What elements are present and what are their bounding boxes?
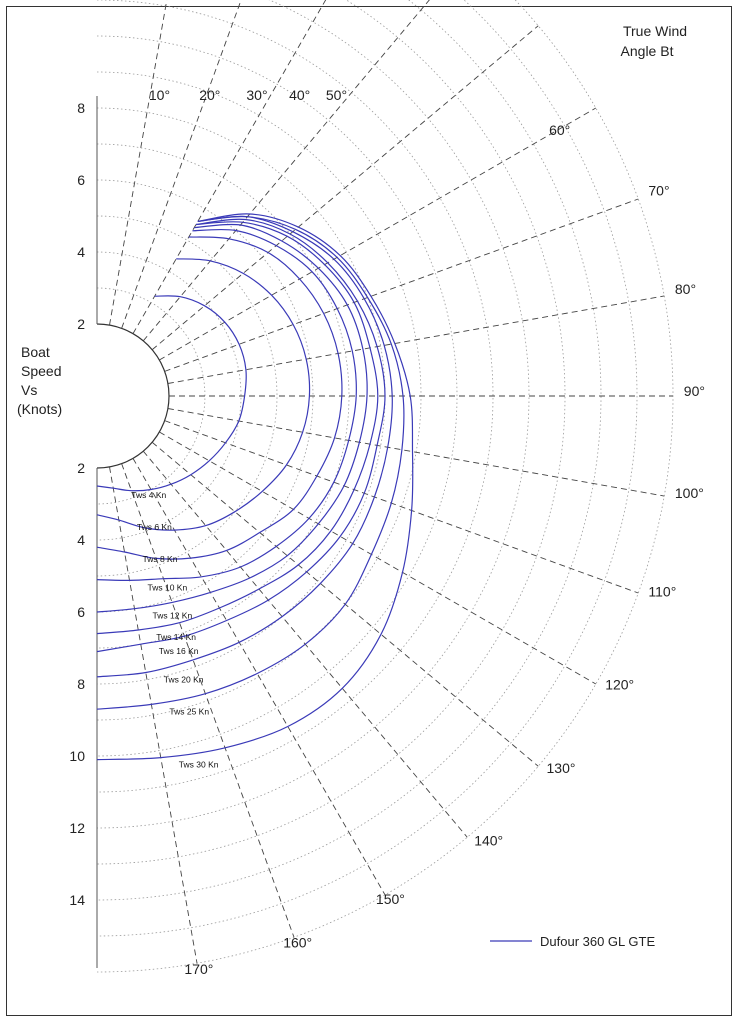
spoke-100 (167, 408, 665, 497)
inner-hub (96, 323, 170, 469)
legend-label: Dufour 360 GL GTE (540, 934, 655, 949)
curve-label-9: Tws 25 Kn (169, 706, 209, 716)
polar-curve-10 (96, 213, 414, 761)
spoke-50 (151, 25, 539, 351)
spoke-10 (109, 0, 168, 326)
angle-label-90: 90° (684, 383, 705, 399)
curve-label-8: Tws 20 Kn (164, 675, 204, 685)
spoke-110 (164, 420, 639, 594)
speed-label-top-6: 6 (77, 172, 85, 188)
speed-label-top-8: 8 (77, 100, 85, 116)
angle-label-20: 20° (199, 87, 220, 103)
curve-label-3: Tws 8 Kn (143, 554, 178, 564)
grid-circle (96, 179, 314, 613)
curve-label-7: Tws 16 Kn (159, 646, 199, 656)
grid-circle (96, 35, 458, 757)
grid-circle (96, 0, 674, 973)
speed-label-bottom-8: 8 (77, 676, 85, 692)
speed-label-bottom-10: 10 (69, 748, 85, 764)
polar-curve-1 (96, 295, 247, 492)
curve-label-1: Tws 4 Kn (131, 490, 166, 500)
speed-label-bottom-2: 2 (77, 460, 85, 476)
grid-circle (96, 251, 242, 541)
polar-curve-4 (96, 228, 357, 582)
radial-axis-title-line2: Speed (21, 363, 61, 379)
angle-label-80: 80° (675, 281, 696, 297)
spoke-20 (121, 0, 242, 329)
speed-label-bottom-6: 6 (77, 604, 85, 620)
angle-label-130: 130° (547, 760, 576, 776)
speed-label-top-4: 4 (77, 244, 85, 260)
spoke-30 (132, 0, 327, 334)
speed-labels: 2 4 6 8 2 4 6 8 10 12 14 (69, 100, 85, 908)
speed-label-bottom-4: 4 (77, 532, 85, 548)
angle-label-120: 120° (605, 676, 634, 692)
angle-label-110: 110° (648, 584, 676, 600)
polar-curve-3 (96, 236, 343, 560)
curve-label-6: Tws 14 Kn (156, 632, 196, 642)
curve-label-4: Tws 10 Kn (148, 582, 188, 592)
spoke-60 (159, 107, 597, 361)
polar-curve-7 (96, 218, 386, 653)
spoke-170 (109, 466, 198, 964)
angle-label-70: 70° (648, 182, 669, 198)
angle-label-50: 50° (326, 87, 347, 103)
polar-curve-6 (96, 221, 379, 635)
grid-circle (96, 0, 638, 937)
polar-curve-5 (96, 223, 368, 613)
curve-labels: Tws 4 Kn Tws 6 Kn Tws 8 Kn Tws 10 Kn Tws 12 … (131, 490, 218, 769)
grid-circles (96, 0, 674, 973)
angle-label-150: 150° (376, 891, 405, 907)
curve-label-2: Tws 6 Kn (137, 522, 172, 532)
angle-label-10: 10° (149, 87, 170, 103)
angle-label-30: 30° (246, 87, 267, 103)
grid-circle (96, 0, 566, 865)
angle-axis-title-line2: Angle Bt (621, 43, 674, 59)
curve-label-5: Tws 12 Kn (153, 611, 193, 621)
spoke-80 (167, 295, 665, 384)
polar-curve-2 (96, 258, 311, 531)
polar-curve-8 (96, 215, 393, 678)
legend: Dufour 360 GL GTE (490, 934, 655, 949)
grid-circle (96, 143, 350, 649)
spoke-160 (121, 463, 295, 938)
curve-label-10: Tws 30 Kn (179, 760, 219, 770)
angle-label-160: 160° (283, 934, 312, 950)
grid-circle (96, 0, 494, 793)
angle-label-60: 60° (549, 122, 570, 138)
spoke-40 (142, 0, 430, 342)
radial-axis-title-line4: (Knots) (17, 401, 62, 417)
radial-axis-title-line1: Boat (21, 344, 50, 360)
angle-label-40: 40° (289, 87, 310, 103)
spoke-150 (132, 458, 386, 896)
speed-label-top-2: 2 (77, 316, 85, 332)
speed-label-bottom-12: 12 (69, 820, 85, 836)
angle-labels: 10° 20° 30° 40° 50° 60° 70° 80° 90° 100° 110° 120° 1… (149, 87, 705, 977)
polar-curves (96, 213, 414, 761)
angle-label-140: 140° (474, 833, 503, 849)
spoke-120 (159, 431, 597, 685)
angle-axis-title-line1: True Wind (623, 23, 687, 39)
speed-label-bottom-14: 14 (69, 892, 85, 908)
angle-spokes (109, 0, 673, 964)
spoke-70 (164, 198, 639, 372)
angle-label-170: 170° (184, 961, 213, 977)
radial-axis-title-line3: Vs (21, 382, 37, 398)
angle-label-100: 100° (675, 485, 704, 501)
polar-curve-9 (96, 215, 405, 710)
